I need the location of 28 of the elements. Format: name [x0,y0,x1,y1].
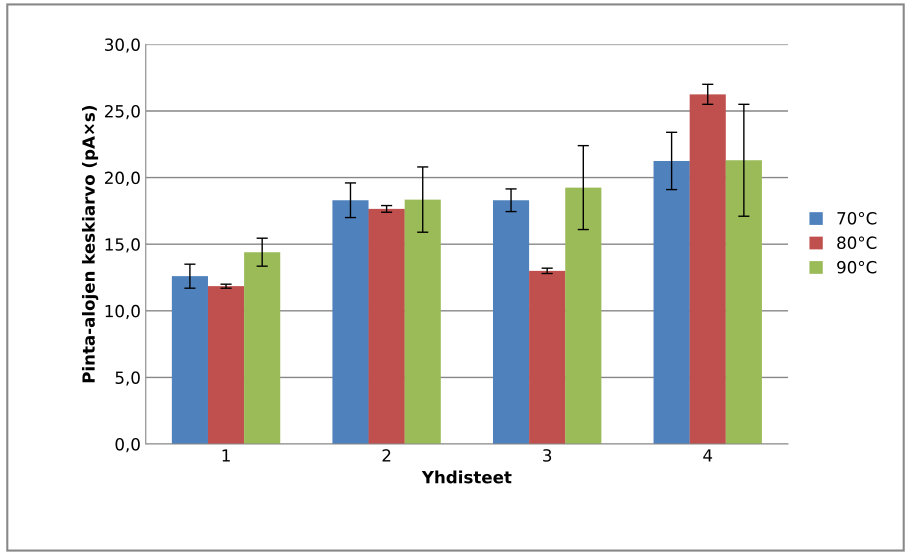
legend-label: 80°C [837,236,876,250]
y-tick-label: 5,0 [116,371,140,386]
y-tick-label: 20,0 [105,172,140,186]
legend-label: 90°C [837,260,876,274]
bar [690,94,726,444]
x-tick-label: 1 [222,449,230,462]
bar [244,252,280,444]
bar [332,200,369,444]
bar [565,188,602,444]
bar [208,286,244,444]
y-axis-title: Pinta-alojen keskiarvo (pA×s) [82,106,98,382]
bar [492,200,530,444]
legend-label: 70°C [837,212,876,225]
x-tick-label: 3 [543,449,552,462]
bar [654,160,690,444]
y-tick-label: 30,0 [105,38,140,53]
bar [529,270,566,444]
x-axis-title: Yhdisteet [422,470,512,484]
y-tick-label: 15,0 [106,238,140,252]
bar [172,276,208,444]
y-tick-label: 25,0 [105,104,140,120]
y-tick-label: 10,0 [106,304,140,320]
bar [368,208,405,444]
y-tick-label: 0,0 [115,438,140,452]
x-tick-label: 2 [382,449,390,462]
x-tick-label: 4 [703,449,712,462]
bar [404,200,441,444]
bar [726,160,762,444]
